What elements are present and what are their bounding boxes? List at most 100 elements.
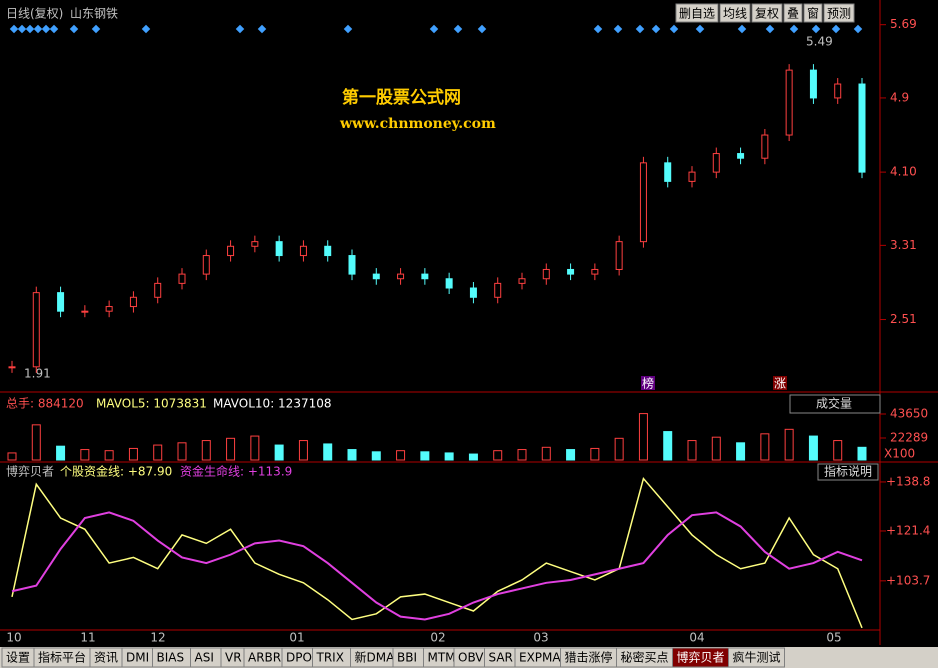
toolbar-button-label[interactable]: 复权 bbox=[755, 7, 779, 21]
mavol5: MAVOL5: 1073831 bbox=[96, 397, 207, 411]
volume-bar bbox=[444, 452, 454, 461]
candle bbox=[445, 278, 453, 289]
tab-label[interactable]: 疯牛测试 bbox=[733, 650, 781, 665]
tab-label[interactable]: 博弈贝者 bbox=[677, 650, 725, 665]
volume-bar bbox=[298, 440, 308, 461]
signal-diamond bbox=[477, 24, 487, 34]
tab-label[interactable]: DPO bbox=[286, 651, 312, 665]
toolbar-button-label[interactable]: 叠 bbox=[787, 7, 799, 21]
low-label: 1.91 bbox=[24, 367, 51, 381]
signal-diamond bbox=[33, 24, 43, 34]
toolbar-button[interactable] bbox=[675, 3, 719, 23]
tab-label[interactable]: ASI bbox=[195, 651, 214, 665]
volume-bar bbox=[833, 440, 843, 461]
selector-text[interactable]: 成交量 bbox=[816, 396, 852, 411]
toolbar-button-label[interactable]: 预测 bbox=[827, 7, 851, 21]
volume-bar bbox=[371, 451, 381, 461]
volume-bar bbox=[566, 449, 576, 461]
x-axis-label: 11 bbox=[80, 631, 95, 645]
volume-bar bbox=[663, 431, 673, 461]
tab-label[interactable]: 秘密买点 bbox=[621, 650, 669, 665]
candle bbox=[785, 69, 793, 136]
toolbar-button-label[interactable]: 删自选 bbox=[679, 7, 715, 21]
tab-label[interactable]: 猎击涨停 bbox=[565, 650, 613, 665]
toolbar-button[interactable] bbox=[719, 3, 751, 23]
tab-label[interactable]: DMI bbox=[126, 651, 149, 665]
candle bbox=[275, 241, 283, 257]
selector[interactable] bbox=[789, 394, 881, 414]
candle bbox=[324, 245, 332, 257]
signal-diamond bbox=[453, 24, 463, 34]
indicator-tick-label: +121.4 bbox=[886, 523, 930, 537]
volume-bar bbox=[420, 451, 430, 461]
tab-label[interactable]: MTM bbox=[428, 651, 456, 665]
candle bbox=[397, 273, 405, 280]
vol-total: 总手: 884120 bbox=[6, 397, 84, 411]
candle bbox=[421, 273, 429, 280]
price-tick-label: 4.9 bbox=[890, 90, 909, 104]
tab-label[interactable]: SAR bbox=[489, 651, 513, 665]
marker-bg bbox=[641, 376, 655, 390]
tab-label[interactable]: OBV bbox=[458, 651, 484, 665]
volume-bar bbox=[638, 413, 648, 461]
tab-label[interactable]: ARBR bbox=[248, 651, 281, 665]
help-btn[interactable] bbox=[817, 463, 879, 481]
candle bbox=[494, 282, 502, 298]
toolbar-button[interactable] bbox=[823, 3, 855, 23]
toolbar-button[interactable] bbox=[751, 3, 783, 23]
volume-tick-label: 43650 bbox=[890, 406, 928, 420]
volume-bar bbox=[347, 449, 357, 461]
toolbar-button[interactable] bbox=[803, 3, 823, 23]
candle bbox=[809, 69, 817, 99]
tab-label[interactable]: 指标平台 bbox=[38, 650, 86, 665]
marker-bg bbox=[773, 376, 787, 390]
signal-diamond bbox=[429, 24, 439, 34]
tab-label[interactable]: BBI bbox=[397, 651, 417, 665]
tab-label[interactable]: TRIX bbox=[316, 651, 344, 665]
toolbar-button-label[interactable]: 窗 bbox=[807, 7, 819, 21]
candle bbox=[567, 268, 575, 275]
tab-label[interactable]: VR bbox=[225, 651, 242, 665]
volume-bar bbox=[80, 449, 90, 461]
volume-bar bbox=[177, 442, 187, 461]
candle bbox=[761, 134, 769, 159]
tab-label[interactable]: 新DMA bbox=[355, 650, 396, 665]
tab-label[interactable]: 设置 bbox=[6, 651, 30, 665]
tab-label[interactable]: 资讯 bbox=[94, 651, 118, 665]
price-tick-label: 2.51 bbox=[890, 312, 917, 326]
volume-bar bbox=[56, 445, 66, 461]
candle bbox=[348, 255, 356, 275]
marker: 涨 bbox=[774, 376, 786, 391]
volume-bar bbox=[201, 440, 211, 461]
x-axis-label: 10 bbox=[6, 631, 21, 645]
candle bbox=[105, 306, 113, 312]
ind-line1: 个股资金线: +87.90 bbox=[60, 464, 172, 479]
signal-diamond bbox=[343, 24, 353, 34]
toolbar-button[interactable] bbox=[783, 3, 803, 23]
help-text[interactable]: 指标说明 bbox=[824, 464, 872, 479]
signal-diamond bbox=[257, 24, 267, 34]
signal-diamond bbox=[17, 24, 27, 34]
toolbar-button-label[interactable]: 均线 bbox=[723, 7, 747, 21]
candle bbox=[202, 255, 210, 275]
tab-label[interactable]: EXPMA bbox=[519, 651, 561, 665]
candle bbox=[81, 310, 89, 313]
volume-bar bbox=[250, 435, 260, 461]
volume-tick-label: 22289 bbox=[890, 430, 928, 444]
signal-diamond bbox=[25, 24, 35, 34]
candle bbox=[251, 241, 259, 247]
indicator-line bbox=[11, 511, 863, 621]
volume-bar bbox=[323, 443, 333, 461]
x-axis-label: 05 bbox=[826, 631, 841, 645]
volume-bar bbox=[590, 447, 600, 461]
volume-bar bbox=[736, 442, 746, 461]
marker: 榜 bbox=[642, 376, 654, 391]
x-axis-label: 02 bbox=[430, 631, 445, 645]
volume-bar bbox=[226, 437, 236, 461]
candle bbox=[664, 162, 672, 182]
tab-label[interactable]: BIAS bbox=[157, 651, 185, 665]
tab[interactable] bbox=[728, 647, 785, 668]
